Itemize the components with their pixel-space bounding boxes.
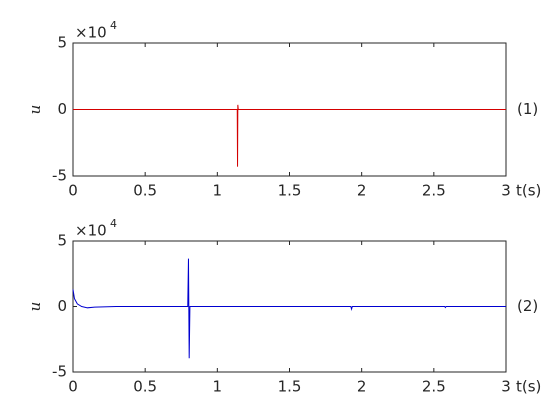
x-axis-label: t(s)	[516, 378, 541, 396]
exponent-power: 4	[110, 217, 117, 230]
x-tick-label: 3	[501, 378, 511, 396]
y-tick-label: -5	[52, 167, 67, 185]
x-tick-label: 2	[357, 378, 367, 396]
exponent-power: 4	[110, 19, 117, 32]
y-tick-label: 0	[57, 297, 67, 315]
x-tick-label: 0	[68, 182, 78, 200]
x-tick-label: 0.5	[133, 182, 157, 200]
exponent-base: ×10	[75, 222, 107, 240]
y-tick-label: 5	[57, 232, 67, 250]
x-tick-label: 0	[68, 378, 78, 396]
x-tick-label: 3	[501, 182, 511, 200]
y-axis-label: u	[26, 105, 44, 115]
x-tick-label: 1.5	[278, 378, 302, 396]
x-tick-label: 2	[357, 182, 367, 200]
y-tick-label: 0	[57, 100, 67, 118]
x-tick-label: 2.5	[422, 378, 446, 396]
x-tick-label: 1.5	[278, 182, 302, 200]
x-axis-label: t(s)	[516, 182, 541, 200]
y-tick-label: -5	[52, 363, 67, 381]
panel-label: (2)	[517, 297, 538, 315]
data-line	[72, 258, 506, 359]
y-tick-label: 5	[57, 34, 67, 52]
x-tick-label: 0.5	[133, 378, 157, 396]
x-tick-label: 1	[213, 182, 223, 200]
x-tick-label: 1	[213, 378, 223, 396]
panel-label: (1)	[517, 100, 538, 118]
y-axis-label: u	[26, 302, 44, 312]
data-line	[73, 104, 506, 167]
exponent-base: ×10	[75, 24, 107, 42]
x-tick-label: 2.5	[422, 182, 446, 200]
